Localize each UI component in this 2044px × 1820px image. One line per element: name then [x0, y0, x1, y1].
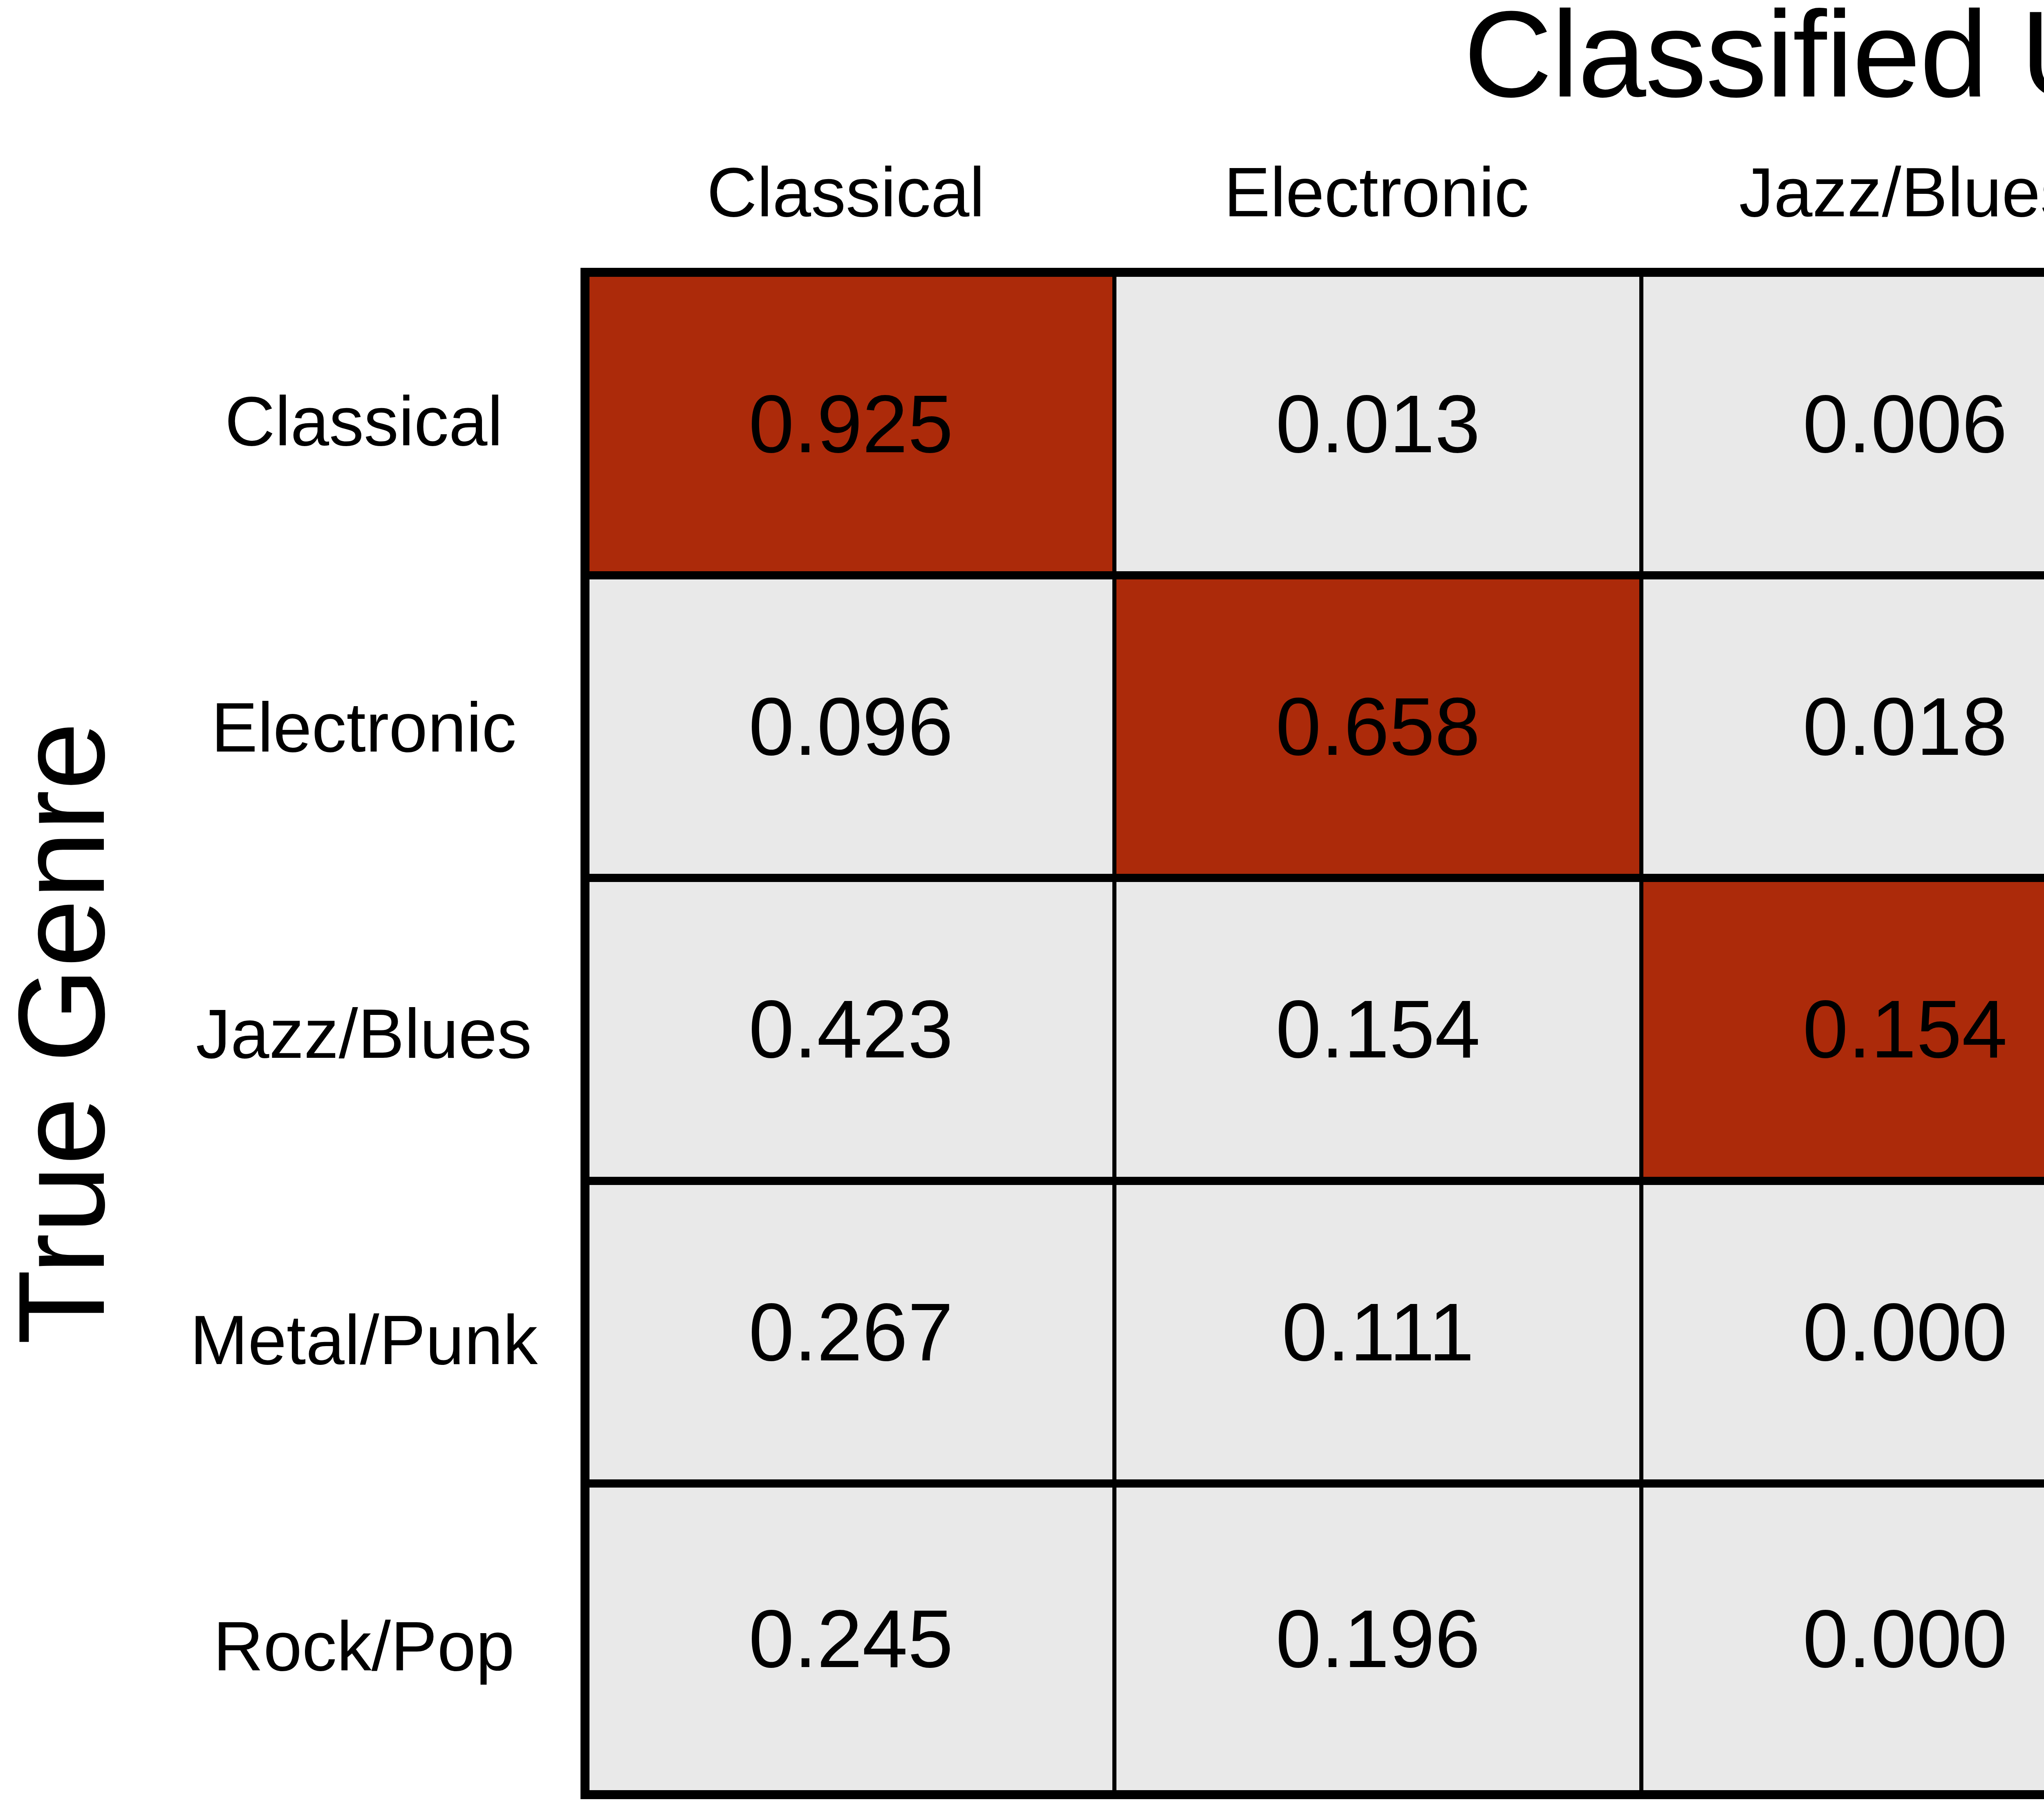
- matrix-cell-jazz-blues-electronic: 0.154: [1116, 882, 1643, 1185]
- matrix-cell-jazz-blues-classical: 0.423: [589, 882, 1116, 1185]
- matrix-cell-electronic-electronic: 0.658: [1116, 579, 1643, 882]
- row-label-rock-pop: Rock/Pop: [139, 1493, 589, 1799]
- row-labels: ClassicalElectronicJazz/BluesMetal/PunkR…: [139, 268, 589, 1799]
- matrix-cell-metal-punk-classical: 0.267: [589, 1185, 1116, 1488]
- matrix-cell-rock-pop-classical: 0.245: [589, 1488, 1116, 1790]
- matrix-cell-classical-jazz-blues: 0.006: [1643, 277, 2044, 579]
- row-label-electronic: Electronic: [139, 574, 589, 880]
- matrix-cell-rock-pop-electronic: 0.196: [1116, 1488, 1643, 1790]
- row-label-classical: Classical: [139, 268, 589, 574]
- row-label-jazz-blues: Jazz/Blues: [139, 880, 589, 1187]
- column-headers: ClassicalElectronicJazz/BluesMetal/PunkR…: [580, 152, 2044, 228]
- y-axis-title: True Genre: [0, 722, 132, 1345]
- matrix-cell-rock-pop-jazz-blues: 0.000: [1643, 1488, 2044, 1790]
- page-root: { "chart_data": { "type": "heatmap", "ti…: [0, 0, 2044, 1820]
- matrix-cell-classical-electronic: 0.013: [1116, 277, 1643, 579]
- confusion-matrix: 0.9250.0130.0060.0060.0500.0960.6580.018…: [580, 268, 2044, 1799]
- matrix-cell-electronic-classical: 0.096: [589, 579, 1116, 882]
- row-label-metal-punk: Metal/Punk: [139, 1187, 589, 1493]
- matrix-cell-classical-classical: 0.925: [589, 277, 1116, 579]
- column-header-classical: Classical: [580, 152, 1111, 232]
- matrix-cell-metal-punk-jazz-blues: 0.000: [1643, 1185, 2044, 1488]
- column-header-jazz-blues: Jazz/Blues: [1642, 152, 2044, 232]
- matrix-cell-metal-punk-electronic: 0.111: [1116, 1185, 1643, 1488]
- x-axis-title: Classified Under: [580, 0, 2044, 119]
- matrix-cell-electronic-jazz-blues: 0.018: [1643, 579, 2044, 882]
- column-header-electronic: Electronic: [1111, 152, 1642, 232]
- matrix-cell-jazz-blues-jazz-blues: 0.154: [1643, 882, 2044, 1185]
